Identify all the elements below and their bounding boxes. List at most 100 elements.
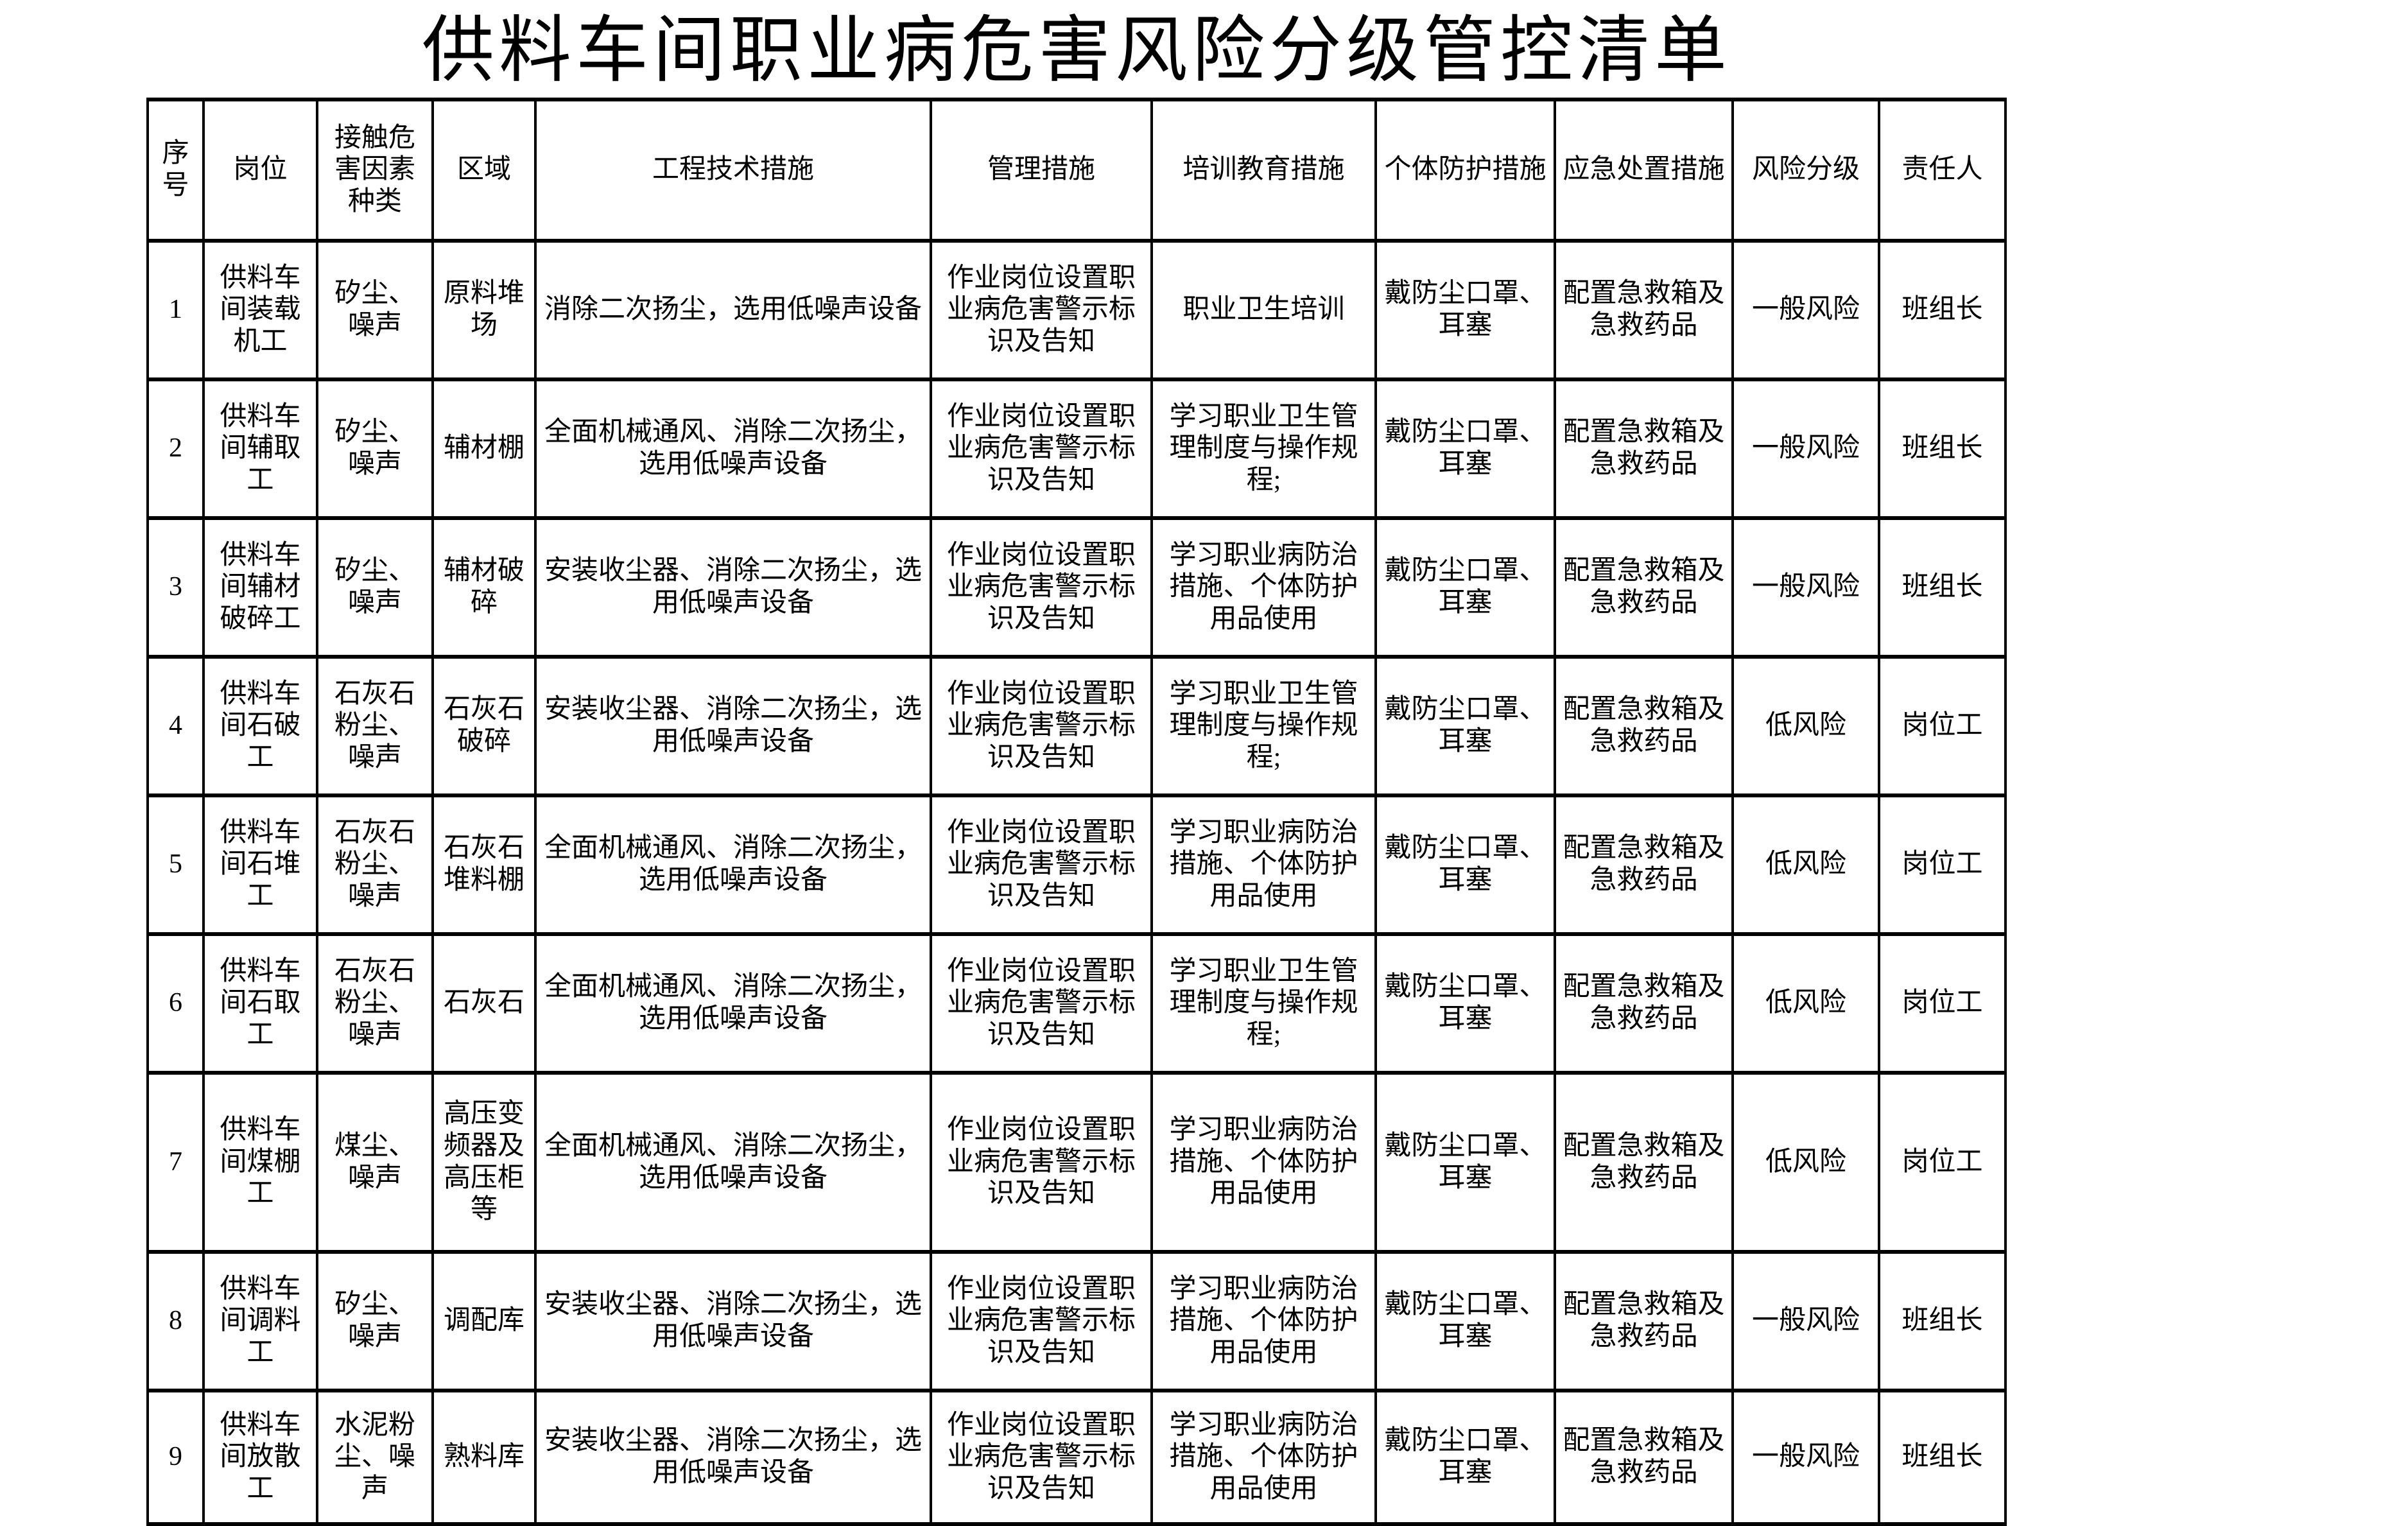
cell-hazards: 水泥粉尘、噪声 bbox=[316, 1389, 434, 1526]
cell-management: 作业岗位设置职业病危害警示标识及告知 bbox=[930, 1071, 1153, 1254]
table-row: 2 供料车间辅取工 矽尘、噪声 辅材棚 全面机械通风、消除二次扬尘，选用低噪声设备 作业岗… bbox=[146, 377, 2007, 520]
cell-emergency: 配置急救箱及急救药品 bbox=[1554, 1071, 1734, 1254]
cell-training: 职业卫生培训 bbox=[1150, 239, 1377, 381]
cell-engineering: 全面机械通风、消除二次扬尘，选用低噪声设备 bbox=[534, 932, 932, 1075]
cell-ppe: 戴防尘口罩、耳塞 bbox=[1374, 655, 1556, 797]
header-cell-position: 岗位 bbox=[202, 98, 318, 243]
cell-position: 供料车间装载机工 bbox=[202, 239, 318, 381]
cell-area: 原料堆场 bbox=[431, 239, 537, 381]
cell-responsible: 班组长 bbox=[1878, 239, 2007, 381]
header-row: 序号 岗位 接触危害因素种类 区域 工程技术措施 管理措施 培训教育措施 个体防护措施 应急处置… bbox=[146, 98, 2007, 243]
cell-responsible: 班组长 bbox=[1878, 516, 2007, 659]
risk-control-table: 序号 岗位 接触危害因素种类 区域 工程技术措施 管理措施 培训教育措施 个体防护措施 应急处置… bbox=[146, 98, 2007, 1526]
header-cell-no: 序号 bbox=[146, 98, 205, 243]
cell-ppe: 戴防尘口罩、耳塞 bbox=[1374, 793, 1556, 936]
table-row: 4 供料车间石破工 石灰石粉尘、噪声 石灰石破碎 安装收尘器、消除二次扬尘，选用低噪声设… bbox=[146, 655, 2007, 797]
cell-ppe: 戴防尘口罩、耳塞 bbox=[1374, 1389, 1556, 1526]
cell-emergency: 配置急救箱及急救药品 bbox=[1554, 1389, 1734, 1526]
cell-hazards: 石灰石粉尘、噪声 bbox=[316, 655, 434, 797]
table-row: 5 供料车间石堆工 石灰石粉尘、噪声 石灰石堆料棚 全面机械通风、消除二次扬尘，选用低噪… bbox=[146, 793, 2007, 936]
cell-management: 作业岗位设置职业病危害警示标识及告知 bbox=[930, 655, 1153, 797]
cell-risk: 一般风险 bbox=[1731, 516, 1880, 659]
cell-risk: 一般风险 bbox=[1731, 239, 1880, 381]
header-cell-risk: 风险分级 bbox=[1731, 98, 1880, 243]
cell-hazards: 矽尘、噪声 bbox=[316, 516, 434, 659]
cell-responsible: 岗位工 bbox=[1878, 932, 2007, 1075]
table-body: 1 供料车间装载机工 矽尘、噪声 原料堆场 消除二次扬尘，选用低噪声设备 作业岗位设置职业… bbox=[146, 239, 2007, 1526]
cell-training: 学习职业病防治措施、个体防护用品使用 bbox=[1150, 1389, 1377, 1526]
cell-training: 学习职业卫生管理制度与操作规程; bbox=[1150, 932, 1377, 1075]
table-row: 9 供料车间放散工 水泥粉尘、噪声 熟料库 安装收尘器、消除二次扬尘，选用低噪声设备 作业… bbox=[146, 1389, 2007, 1526]
cell-position: 供料车间石堆工 bbox=[202, 793, 318, 936]
header-cell-training: 培训教育措施 bbox=[1150, 98, 1377, 243]
cell-emergency: 配置急救箱及急救药品 bbox=[1554, 377, 1734, 520]
cell-hazards: 矽尘、噪声 bbox=[316, 377, 434, 520]
table-row: 7 供料车间煤棚工 煤尘、噪声 高压变频器及高压柜等 全面机械通风、消除二次扬尘，选用低… bbox=[146, 1071, 2007, 1254]
cell-area: 石灰石堆料棚 bbox=[431, 793, 537, 936]
cell-no: 1 bbox=[146, 239, 205, 381]
cell-position: 供料车间放散工 bbox=[202, 1389, 318, 1526]
cell-area: 熟料库 bbox=[431, 1389, 537, 1526]
cell-management: 作业岗位设置职业病危害警示标识及告知 bbox=[930, 1389, 1153, 1526]
cell-responsible: 岗位工 bbox=[1878, 1071, 2007, 1254]
cell-position: 供料车间辅材破碎工 bbox=[202, 516, 318, 659]
cell-area: 高压变频器及高压柜等 bbox=[431, 1071, 537, 1254]
cell-emergency: 配置急救箱及急救药品 bbox=[1554, 1250, 1734, 1392]
cell-risk: 一般风险 bbox=[1731, 1389, 1880, 1526]
cell-ppe: 戴防尘口罩、耳塞 bbox=[1374, 239, 1556, 381]
cell-engineering: 全面机械通风、消除二次扬尘，选用低噪声设备 bbox=[534, 377, 932, 520]
cell-ppe: 戴防尘口罩、耳塞 bbox=[1374, 1250, 1556, 1392]
cell-engineering: 全面机械通风、消除二次扬尘，选用低噪声设备 bbox=[534, 1071, 932, 1254]
cell-training: 学习职业病防治措施、个体防护用品使用 bbox=[1150, 793, 1377, 936]
cell-risk: 低风险 bbox=[1731, 1071, 1880, 1254]
table-row: 8 供料车间调料工 矽尘、噪声 调配库 安装收尘器、消除二次扬尘，选用低噪声设备 作业岗位… bbox=[146, 1250, 2007, 1392]
cell-management: 作业岗位设置职业病危害警示标识及告知 bbox=[930, 1250, 1153, 1392]
cell-position: 供料车间石取工 bbox=[202, 932, 318, 1075]
cell-engineering: 安装收尘器、消除二次扬尘，选用低噪声设备 bbox=[534, 516, 932, 659]
cell-emergency: 配置急救箱及急救药品 bbox=[1554, 655, 1734, 797]
cell-emergency: 配置急救箱及急救药品 bbox=[1554, 516, 1734, 659]
cell-no: 4 bbox=[146, 655, 205, 797]
cell-responsible: 班组长 bbox=[1878, 1389, 2007, 1526]
header-cell-emergency: 应急处置措施 bbox=[1554, 98, 1734, 243]
cell-responsible: 岗位工 bbox=[1878, 655, 2007, 797]
cell-responsible: 班组长 bbox=[1878, 377, 2007, 520]
cell-management: 作业岗位设置职业病危害警示标识及告知 bbox=[930, 377, 1153, 520]
cell-management: 作业岗位设置职业病危害警示标识及告知 bbox=[930, 932, 1153, 1075]
cell-responsible: 班组长 bbox=[1878, 1250, 2007, 1392]
cell-no: 6 bbox=[146, 932, 205, 1075]
cell-no: 9 bbox=[146, 1389, 205, 1526]
cell-ppe: 戴防尘口罩、耳塞 bbox=[1374, 1071, 1556, 1254]
cell-no: 8 bbox=[146, 1250, 205, 1392]
cell-risk: 低风险 bbox=[1731, 793, 1880, 936]
cell-hazards: 石灰石粉尘、噪声 bbox=[316, 793, 434, 936]
cell-area: 调配库 bbox=[431, 1250, 537, 1392]
cell-position: 供料车间石破工 bbox=[202, 655, 318, 797]
cell-risk: 一般风险 bbox=[1731, 377, 1880, 520]
cell-area: 辅材棚 bbox=[431, 377, 537, 520]
header-cell-engineering: 工程技术措施 bbox=[534, 98, 932, 243]
page-title: 供料车间职业病危害风险分级管控清单 bbox=[422, 11, 1731, 91]
cell-ppe: 戴防尘口罩、耳塞 bbox=[1374, 932, 1556, 1075]
cell-engineering: 安装收尘器、消除二次扬尘，选用低噪声设备 bbox=[534, 1250, 932, 1392]
cell-responsible: 岗位工 bbox=[1878, 793, 2007, 936]
cell-engineering: 消除二次扬尘，选用低噪声设备 bbox=[534, 239, 932, 381]
header-cell-management: 管理措施 bbox=[930, 98, 1153, 243]
cell-no: 2 bbox=[146, 377, 205, 520]
cell-management: 作业岗位设置职业病危害警示标识及告知 bbox=[930, 516, 1153, 659]
cell-no: 5 bbox=[146, 793, 205, 936]
cell-emergency: 配置急救箱及急救药品 bbox=[1554, 932, 1734, 1075]
cell-area: 石灰石 bbox=[431, 932, 537, 1075]
cell-emergency: 配置急救箱及急救药品 bbox=[1554, 793, 1734, 936]
cell-no: 7 bbox=[146, 1071, 205, 1254]
header-cell-responsible: 责任人 bbox=[1878, 98, 2007, 243]
cell-area: 辅材破碎 bbox=[431, 516, 537, 659]
cell-risk: 低风险 bbox=[1731, 655, 1880, 797]
cell-emergency: 配置急救箱及急救药品 bbox=[1554, 239, 1734, 381]
cell-position: 供料车间调料工 bbox=[202, 1250, 318, 1392]
table-row: 3 供料车间辅材破碎工 矽尘、噪声 辅材破碎 安装收尘器、消除二次扬尘，选用低噪声设备作… bbox=[146, 516, 2007, 659]
table-row: 1 供料车间装载机工 矽尘、噪声 原料堆场 消除二次扬尘，选用低噪声设备 作业岗位设置职业… bbox=[146, 239, 2007, 381]
cell-training: 学习职业病防治措施、个体防护用品使用 bbox=[1150, 1250, 1377, 1392]
cell-risk: 低风险 bbox=[1731, 932, 1880, 1075]
